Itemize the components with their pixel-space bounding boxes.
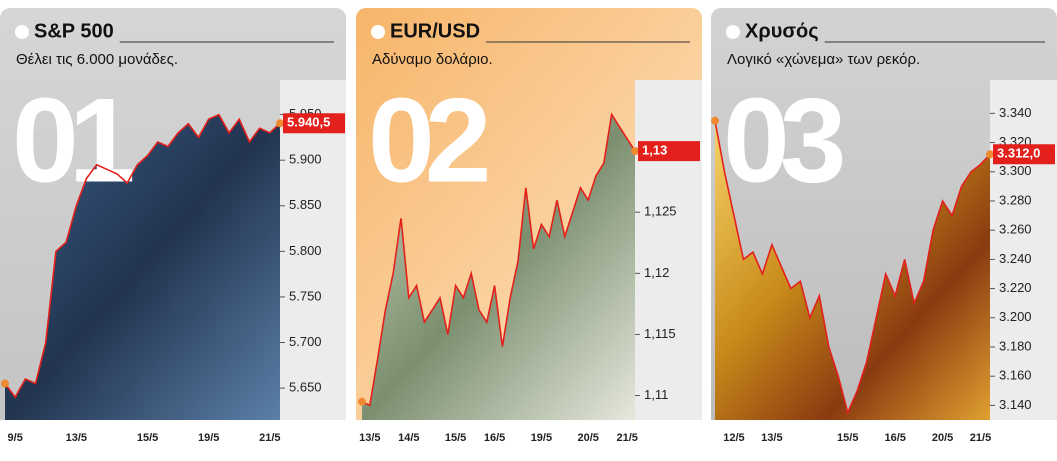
panel-title: EUR/USD	[390, 20, 480, 42]
axis-column	[990, 80, 1057, 420]
panel-subtitle: Λογικό «χώνεμα» των ρεκόρ.	[727, 51, 920, 68]
price-line	[361, 112, 636, 407]
title-bullet	[15, 25, 29, 39]
x-tick-label: 20/5	[577, 432, 598, 444]
y-tick-label: 1,11	[644, 387, 668, 402]
start-dot	[1, 379, 9, 388]
x-tick-label: 12/5	[723, 432, 744, 444]
photo-area	[362, 114, 635, 420]
y-tick-label: 5.800	[289, 243, 322, 258]
y-tick-label: 1,115	[644, 326, 676, 341]
y-tick-label: 3.280	[999, 192, 1032, 207]
x-tick-label: 13/5	[761, 432, 782, 444]
price-line	[714, 120, 991, 416]
y-tick-label: 3.260	[999, 222, 1032, 237]
y-tick-label: 3.300	[999, 163, 1032, 178]
x-tick-label: 21/5	[970, 432, 991, 444]
y-tick-label: 5.850	[289, 197, 322, 212]
y-tick-label: 5.900	[289, 152, 322, 167]
y-tick-label: 3.240	[999, 251, 1032, 266]
y-tick-label: 1,125	[644, 204, 677, 219]
photo-area	[715, 120, 990, 420]
value-label: 1,13	[642, 143, 667, 158]
y-tick-label: 5.750	[289, 288, 322, 303]
x-tick-label: 13/5	[359, 432, 380, 444]
value-badge	[283, 113, 345, 134]
y-tick-label: 1,12	[644, 265, 669, 280]
x-tick-label: 21/5	[616, 432, 637, 444]
y-tick-label: 3.340	[999, 105, 1032, 120]
end-dot	[986, 150, 994, 159]
x-tick-label: 19/5	[198, 432, 219, 444]
value-badge	[638, 141, 700, 162]
value-badge	[993, 144, 1055, 165]
panel-number: 02	[368, 74, 487, 208]
photo-area	[5, 114, 280, 421]
title-bullet	[726, 25, 740, 39]
title-bullet	[371, 25, 385, 39]
panel-number: 03	[723, 74, 843, 208]
x-tick-label: 16/5	[484, 432, 505, 444]
y-tick-label: 3.140	[999, 397, 1032, 412]
panel-title: Χρυσός	[745, 20, 819, 42]
price-line	[4, 113, 281, 399]
y-tick-label: 3.200	[999, 309, 1032, 324]
x-tick-label: 21/5	[259, 432, 280, 444]
panel-title: S&P 500	[34, 20, 114, 42]
panel-subtitle: Θέλει τις 6.000 μονάδες.	[16, 51, 178, 68]
end-dot	[631, 147, 639, 156]
x-tick-label: 20/5	[932, 432, 953, 444]
end-dot	[276, 119, 284, 128]
x-tick-label: 14/5	[398, 432, 419, 444]
x-tick-label: 19/5	[531, 432, 552, 444]
axis-column	[280, 80, 346, 420]
x-tick-label: 9/5	[8, 432, 23, 444]
value-label: 3.312,0	[997, 146, 1040, 161]
y-tick-label: 3.220	[999, 280, 1032, 295]
panel-subtitle: Αδύναμο δολάριο.	[372, 51, 493, 68]
panels: S&P 500 Θέλει τις 6.000 μονάδες. 01 5.650 5.…	[0, 8, 1057, 444]
x-tick-label: 15/5	[137, 432, 158, 444]
x-tick-label: 15/5	[445, 432, 466, 444]
start-dot	[711, 116, 719, 125]
x-tick-label: 13/5	[66, 432, 87, 444]
x-tick-label: 16/5	[884, 432, 905, 444]
panel-number: 01	[12, 74, 133, 208]
y-tick-label: 3.160	[999, 368, 1032, 383]
y-tick-label: 5.700	[289, 334, 322, 349]
x-tick-label: 15/5	[837, 432, 858, 444]
axis-column	[635, 80, 702, 420]
y-tick-label: 5.650	[289, 380, 322, 395]
y-tick-label: 3.180	[999, 338, 1032, 353]
start-dot	[358, 397, 366, 406]
value-label: 5.940,5	[287, 115, 330, 130]
